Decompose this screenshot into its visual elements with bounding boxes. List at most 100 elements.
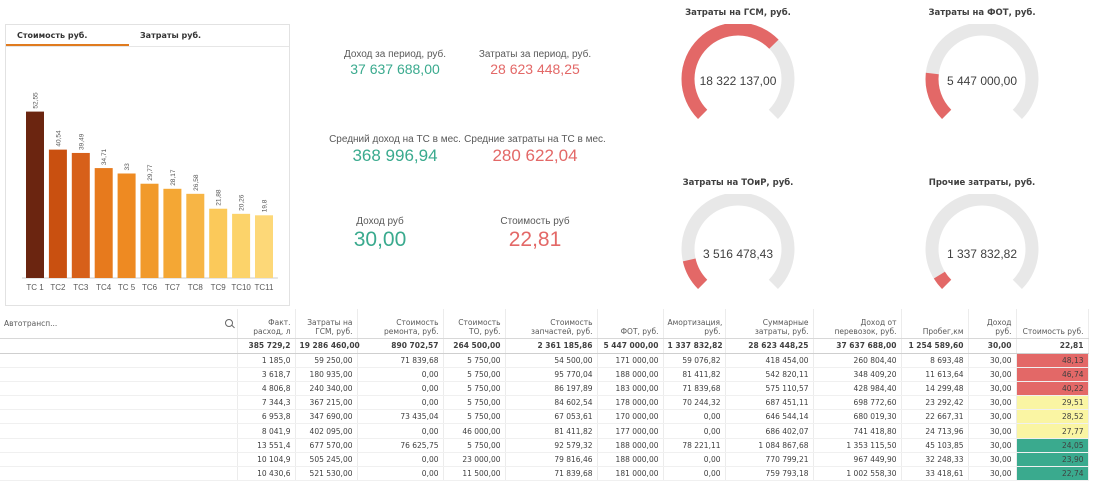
gauge-payroll: Затраты на ФОТ, руб. 5 447 000,00 bbox=[907, 8, 1057, 134]
table-row[interactable]: 10 104,9 505 245,00 0,00 23 000,00 79 816,46… bbox=[0, 452, 1089, 468]
search-header[interactable]: Автотрансп... bbox=[0, 309, 238, 339]
column-header[interactable]: Амортизация, руб. bbox=[663, 309, 726, 339]
table-cell: 30,00 bbox=[968, 466, 1017, 482]
table-cell: 30,00 bbox=[968, 395, 1017, 411]
bar-10[interactable] bbox=[232, 213, 251, 278]
column-header[interactable]: Пробег,км bbox=[901, 309, 969, 339]
table-cell: 10 430,6 bbox=[237, 466, 296, 482]
kpi-value: 280 622,04 bbox=[492, 146, 578, 165]
column-header[interactable]: Стоимость ТО, руб. bbox=[443, 309, 506, 339]
tab-cost[interactable]: Стоимость руб. bbox=[6, 25, 129, 46]
table-cell: 30,00 bbox=[968, 423, 1017, 439]
table-cell: 59 250,00 bbox=[295, 353, 358, 368]
table-cell: 79 816,46 bbox=[505, 452, 598, 468]
column-header[interactable]: Стоимость ремонта, руб. bbox=[357, 309, 444, 339]
bar-11[interactable] bbox=[255, 215, 273, 278]
table-cell: 11 613,64 bbox=[901, 367, 969, 382]
category-label: ТС11 bbox=[255, 283, 275, 292]
table-cell: 30,00 bbox=[968, 438, 1017, 453]
table-cell: 348 409,20 bbox=[813, 367, 902, 382]
column-header[interactable]: Доход от перевозок, руб. bbox=[813, 309, 902, 339]
table-cell: 1 337 832,82 bbox=[663, 338, 726, 354]
bar-8[interactable] bbox=[186, 193, 205, 278]
table-row[interactable]: 7 344,3 367 215,00 0,00 5 750,00 84 602,54 17… bbox=[0, 395, 1089, 411]
column-header[interactable]: ФОТ, руб. bbox=[597, 309, 664, 339]
table-cell: 48,13 bbox=[1016, 353, 1089, 368]
table-cell: 177 000,00 bbox=[597, 423, 664, 439]
table-cell: 29,51 bbox=[1016, 395, 1089, 411]
table-cell: 33 418,61 bbox=[901, 466, 969, 482]
kpi-value: 28 623 448,25 bbox=[490, 61, 580, 77]
table-cell: 240 340,00 bbox=[295, 381, 358, 397]
data-table: Автотрансп... Факт. расход, л Затраты на… bbox=[0, 309, 1089, 482]
table-cell: 180 935,00 bbox=[295, 367, 358, 382]
column-header[interactable]: Стоимость запчастей, руб. bbox=[505, 309, 598, 339]
search-input[interactable]: Автотрансп... bbox=[4, 318, 58, 328]
tab-expenses[interactable]: Затраты руб. bbox=[140, 31, 202, 40]
table-cell: 81 411,82 bbox=[505, 423, 598, 439]
category-label: ТС10 bbox=[231, 283, 251, 292]
bar-4[interactable] bbox=[94, 168, 113, 278]
gauge-title: Затраты на ТОиР, руб. bbox=[682, 178, 794, 188]
vehicle-cell bbox=[0, 395, 238, 411]
bar-chart: 52,55 ТС 1 40,54 ТС2 39,49 ТС3 34,71 ТС4 33 ТС 5 2… bbox=[22, 92, 278, 292]
table-cell: 521 530,00 bbox=[295, 466, 358, 482]
category-label: ТС7 bbox=[165, 283, 181, 292]
column-header[interactable]: Суммарные затраты, руб. bbox=[725, 309, 814, 339]
table-cell: 677 570,00 bbox=[295, 438, 358, 453]
table-row[interactable]: 4 806,8 240 340,00 0,00 5 750,00 86 197,89 18… bbox=[0, 381, 1089, 397]
totals-row[interactable]: 385 729,2 19 286 460,00 890 702,57 264 500,… bbox=[0, 338, 1089, 354]
table-row[interactable]: 1 185,0 59 250,00 71 839,68 5 750,00 54 500,… bbox=[0, 353, 1089, 368]
bar-3[interactable] bbox=[71, 152, 90, 278]
table-cell: 1 185,0 bbox=[237, 353, 296, 368]
table-cell: 418 454,00 bbox=[725, 353, 814, 368]
gauge-fill bbox=[682, 258, 708, 289]
table-cell: 178 000,00 bbox=[597, 395, 664, 411]
table-cell: 428 984,40 bbox=[813, 381, 902, 397]
table-row[interactable]: 13 551,4 677 570,00 76 625,75 5 750,00 92 57… bbox=[0, 438, 1089, 453]
bar-9[interactable] bbox=[209, 208, 228, 278]
table-cell: 0,00 bbox=[357, 466, 444, 482]
table-cell: 30,00 bbox=[968, 367, 1017, 382]
table-cell: 0,00 bbox=[357, 367, 444, 382]
bar-5[interactable] bbox=[117, 173, 136, 279]
bar-value-label: 34,71 bbox=[101, 148, 108, 165]
table-cell: 5 447 000,00 bbox=[597, 338, 664, 354]
table-cell: 188 000,00 bbox=[597, 438, 664, 453]
table-row[interactable]: 3 618,7 180 935,00 0,00 5 750,00 95 770,04 18… bbox=[0, 367, 1089, 382]
category-label: ТС4 bbox=[96, 283, 112, 292]
table-header-row: Автотрансп... Факт. расход, л Затраты на… bbox=[0, 309, 1089, 339]
column-header[interactable]: Факт. расход, л bbox=[237, 309, 296, 339]
table-cell: 0,00 bbox=[357, 423, 444, 439]
kpi-label: Стоимость руб bbox=[500, 216, 570, 227]
table-cell: 84 602,54 bbox=[505, 395, 598, 411]
gauge-track bbox=[925, 24, 1039, 119]
search-icon[interactable] bbox=[224, 319, 233, 328]
table-cell: 10 104,9 bbox=[237, 452, 296, 468]
table-cell: 5 750,00 bbox=[443, 409, 506, 425]
bar-7[interactable] bbox=[163, 188, 182, 278]
table-cell: 24 713,96 bbox=[901, 423, 969, 439]
gauge-title: Затраты на ФОТ, руб. bbox=[928, 8, 1036, 18]
table-cell: 5 750,00 bbox=[443, 367, 506, 382]
bar-value-label: 33 bbox=[124, 163, 131, 171]
category-label: ТС 1 bbox=[26, 283, 44, 292]
bar-2[interactable] bbox=[48, 149, 67, 278]
gauge-arc bbox=[681, 194, 795, 289]
table-cell: 170 000,00 bbox=[597, 409, 664, 425]
bar-1[interactable] bbox=[26, 111, 44, 278]
column-header[interactable]: Стоимость руб. bbox=[1016, 309, 1089, 339]
category-label: ТС9 bbox=[211, 283, 227, 292]
bar-6[interactable] bbox=[140, 183, 159, 278]
table-cell: 19 286 460,00 bbox=[295, 338, 360, 354]
gauge-track bbox=[681, 194, 795, 289]
table-cell: 402 095,00 bbox=[295, 423, 358, 439]
table-row[interactable]: 10 430,6 521 530,00 0,00 11 500,00 71 839,68… bbox=[0, 466, 1089, 482]
table-row[interactable]: 6 953,8 347 690,00 73 435,04 5 750,00 67 053… bbox=[0, 409, 1089, 425]
column-header[interactable]: Затраты на ГСМ, руб. bbox=[295, 309, 358, 339]
table-row[interactable]: 8 041,9 402 095,00 0,00 46 000,00 81 411,82 1… bbox=[0, 423, 1089, 439]
column-header[interactable]: Доход руб. bbox=[968, 309, 1017, 339]
vehicle-cell bbox=[0, 466, 238, 482]
table-cell: 264 500,00 bbox=[443, 338, 506, 354]
kpi-label: Доход руб bbox=[356, 216, 404, 227]
